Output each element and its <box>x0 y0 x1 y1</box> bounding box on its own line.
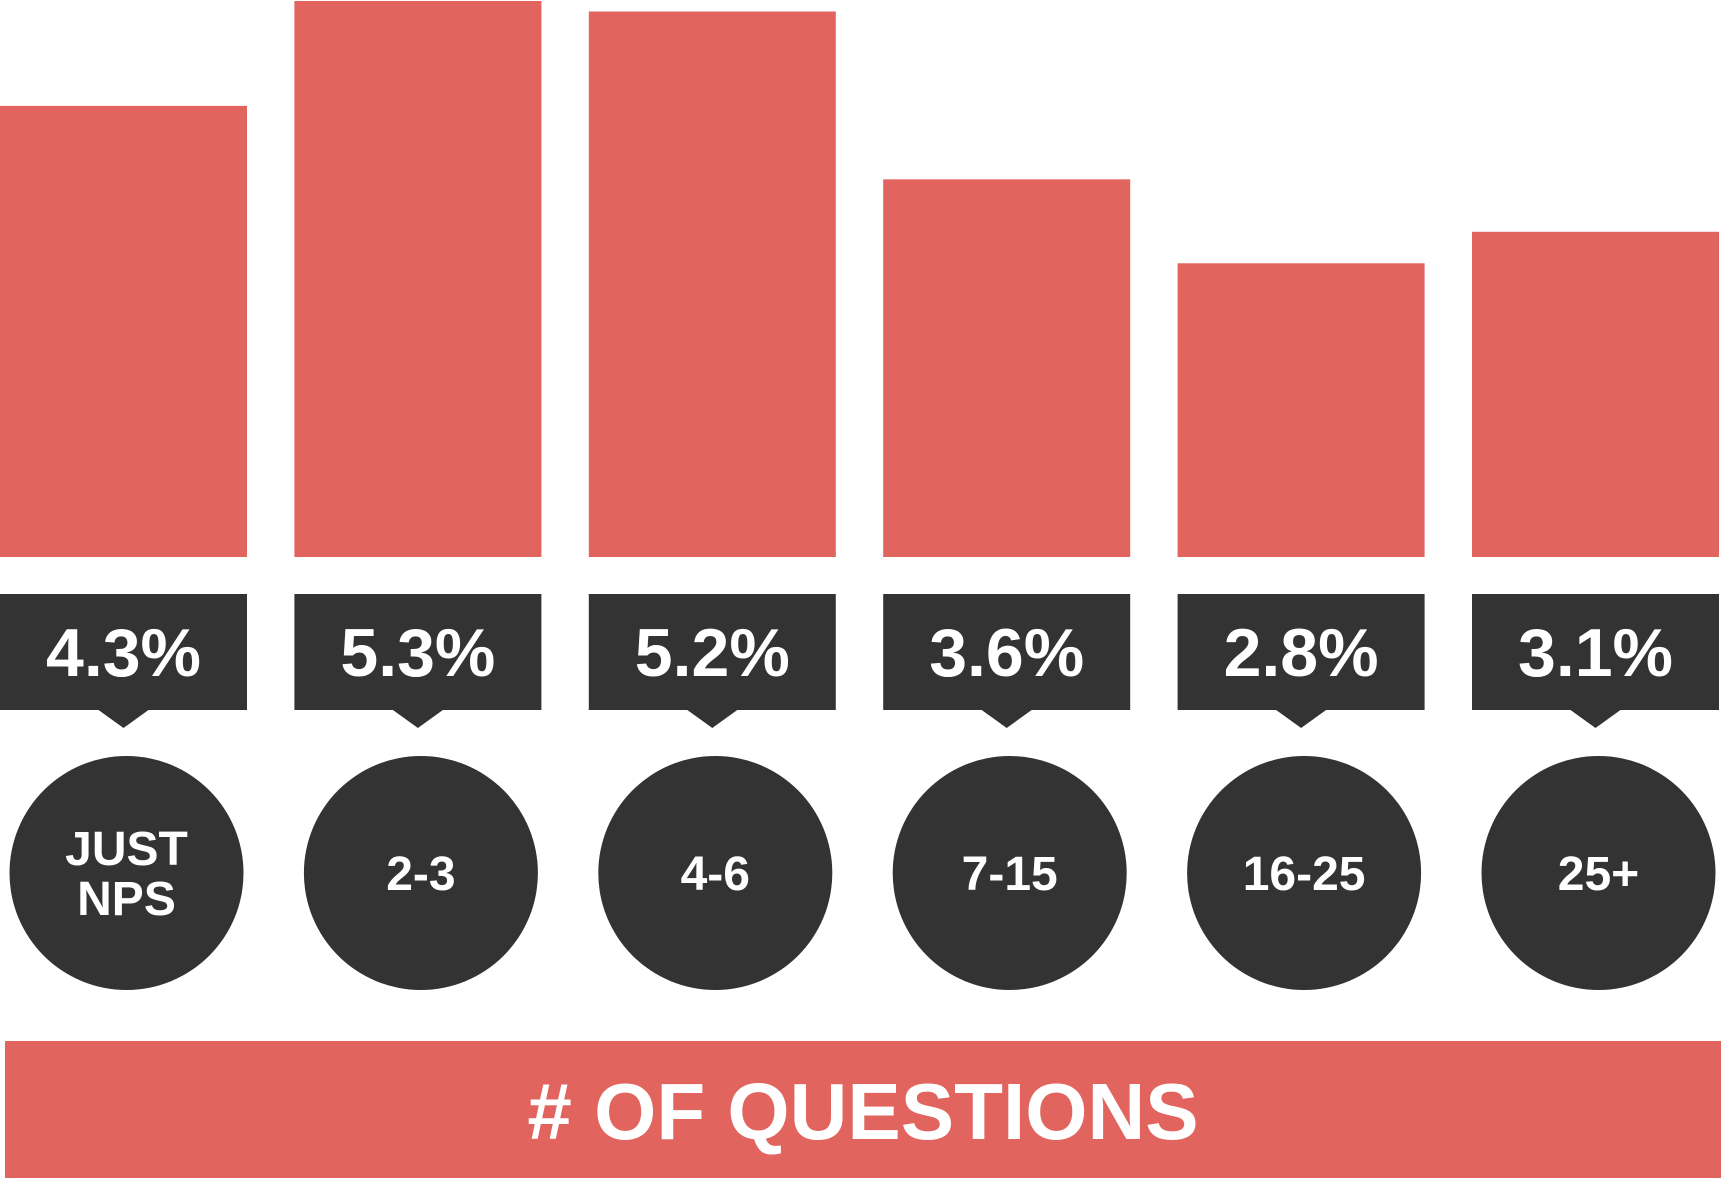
value-label-box-3 <box>883 594 1131 728</box>
category-circle-2 <box>598 756 833 990</box>
bar-2 <box>588 11 836 558</box>
category-circle-1 <box>303 756 538 990</box>
value-label-5: 3.1% <box>1518 615 1673 691</box>
value-label-2: 5.2% <box>635 615 790 691</box>
category-circle-3 <box>892 756 1127 990</box>
bars-group <box>0 1 1719 558</box>
value-label-3: 3.6% <box>929 615 1084 691</box>
category-label-3: 7-15 <box>962 848 1058 901</box>
x-axis-label-group: # OF QUESTIONS <box>5 1041 1721 1178</box>
bar-3 <box>883 179 1131 557</box>
category-circle-5 <box>1481 756 1716 990</box>
value-labels-group: 4.3% 5.3% 5.2% 3.6% 2.8% 3.1% <box>0 594 1719 728</box>
category-label-2: 4-6 <box>681 848 750 901</box>
value-label-box-1 <box>294 594 542 728</box>
bar-5 <box>1472 231 1719 557</box>
category-circle-0 <box>9 756 244 990</box>
value-label-box-5 <box>1472 594 1719 728</box>
value-label-box-2 <box>588 594 836 728</box>
category-circle-4 <box>1187 756 1422 990</box>
category-label-0: JUST NPS <box>65 823 188 926</box>
category-label-1: 2-3 <box>386 848 455 901</box>
value-label-4: 2.8% <box>1224 615 1379 691</box>
bar-4 <box>1177 263 1425 557</box>
x-axis-label: # OF QUESTIONS <box>527 1067 1198 1156</box>
category-label-5: 25+ <box>1558 848 1639 901</box>
value-label-0: 4.3% <box>46 615 201 691</box>
value-label-1: 5.3% <box>340 615 495 691</box>
bar-0 <box>0 105 247 557</box>
value-label-box-0 <box>0 594 247 728</box>
category-label-4: 16-25 <box>1243 848 1366 901</box>
value-label-box-4 <box>1177 594 1425 728</box>
bar-1 <box>294 1 542 557</box>
category-labels-group: JUST NPS 2-3 4-6 7-15 16-25 25+ <box>9 756 1716 990</box>
x-axis-label-banner <box>5 1041 1721 1178</box>
